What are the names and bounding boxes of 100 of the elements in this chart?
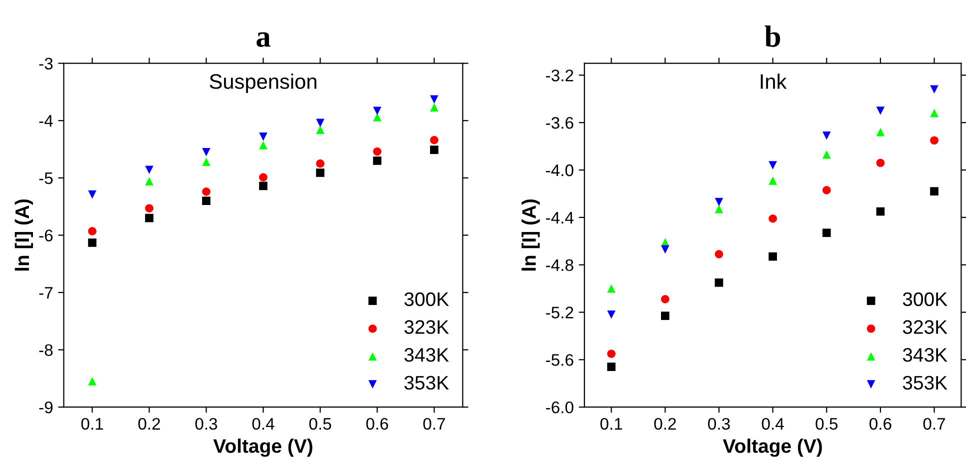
point xyxy=(202,196,210,205)
x-tick-label: 0.3 xyxy=(195,418,218,430)
x-tick-label: 0.7 xyxy=(923,418,946,430)
point xyxy=(768,161,777,170)
point xyxy=(373,147,382,156)
y-axis-title: ln [I] (A) xyxy=(14,199,33,271)
point xyxy=(88,227,96,236)
y-tick-label: -3 xyxy=(39,58,53,70)
point xyxy=(430,146,438,154)
x-tick-label: 0.1 xyxy=(600,418,622,430)
x-tick-label: 0.1 xyxy=(81,418,104,430)
y-tick-label: -5.6 xyxy=(546,354,574,366)
point xyxy=(430,136,438,144)
point xyxy=(202,187,210,196)
chart-title: a xyxy=(256,32,270,47)
point xyxy=(660,312,670,320)
point xyxy=(714,204,724,214)
legend-label: 300K xyxy=(404,292,449,306)
y-tick-label: -8 xyxy=(39,344,53,356)
x-tick-label: 0.3 xyxy=(708,418,730,430)
point xyxy=(876,158,885,168)
point xyxy=(259,132,268,141)
y-tick-label: -7 xyxy=(39,287,53,299)
legend-label: 353K xyxy=(404,376,449,390)
legend-label: 343K xyxy=(902,348,948,362)
point xyxy=(876,106,885,115)
point xyxy=(660,295,670,304)
legend-label: 353K xyxy=(902,376,948,390)
point xyxy=(930,187,938,196)
point xyxy=(430,95,438,104)
point xyxy=(373,156,382,165)
y-tick-label: -6.0 xyxy=(546,401,574,414)
point xyxy=(259,141,268,150)
y-tick-label: -3.6 xyxy=(546,116,574,129)
point xyxy=(145,177,154,186)
y-tick-label: -4.4 xyxy=(546,212,574,224)
y-tick-label: -5.2 xyxy=(546,306,574,318)
point xyxy=(607,284,616,293)
point xyxy=(607,362,616,371)
point xyxy=(768,252,777,261)
point xyxy=(822,228,831,237)
point xyxy=(876,128,885,136)
y-tick-label: -9 xyxy=(39,401,53,414)
point xyxy=(607,310,616,319)
y-tick-label: -5 xyxy=(39,172,53,184)
annotation: Suspension xyxy=(210,74,316,94)
x-axis-title: Voltage (V) xyxy=(722,438,822,457)
point xyxy=(876,207,885,216)
y-tick-label: -4.0 xyxy=(546,164,574,176)
point xyxy=(259,173,268,182)
legend-label: 343K xyxy=(404,348,449,362)
point xyxy=(316,118,324,128)
point xyxy=(607,350,616,358)
chart-title: b xyxy=(764,25,780,47)
point xyxy=(660,245,670,254)
x-tick-label: 0.5 xyxy=(309,418,332,430)
point xyxy=(714,250,724,258)
annotation: Ink xyxy=(760,74,787,89)
x-tick-label: 0.7 xyxy=(423,418,445,430)
point xyxy=(714,278,724,287)
point xyxy=(259,182,268,190)
x-tick-label: 0.2 xyxy=(138,418,160,430)
point xyxy=(145,166,154,174)
legend-label: 300K xyxy=(902,292,948,306)
point xyxy=(145,204,154,212)
y-tick-label: -6 xyxy=(39,230,53,242)
x-tick-label: 0.6 xyxy=(870,418,892,430)
y-tick-label: -4 xyxy=(39,115,53,127)
point xyxy=(822,186,831,194)
point xyxy=(88,377,96,386)
x-axis-title: Voltage (V) xyxy=(213,438,312,457)
point xyxy=(373,113,382,122)
point xyxy=(202,158,210,166)
legend-label: 323K xyxy=(902,320,948,334)
point xyxy=(88,190,96,199)
point xyxy=(930,136,938,145)
point xyxy=(714,198,724,206)
point xyxy=(88,238,96,247)
point xyxy=(202,148,210,156)
x-tick-label: 0.6 xyxy=(366,418,388,430)
x-tick-label: 0.2 xyxy=(654,418,676,430)
point xyxy=(145,214,154,222)
point xyxy=(822,131,831,140)
point xyxy=(930,85,938,94)
y-tick-label: -3.2 xyxy=(546,70,574,82)
y-axis-title: ln [I] (A) xyxy=(522,199,540,271)
point xyxy=(373,106,382,116)
point xyxy=(430,103,438,112)
legend-label: 323K xyxy=(404,320,449,334)
point xyxy=(316,168,324,177)
x-tick-label: 0.5 xyxy=(816,418,838,430)
point xyxy=(768,214,777,223)
point xyxy=(316,159,324,168)
y-tick-label: -4.8 xyxy=(546,259,574,272)
point xyxy=(316,126,324,134)
point xyxy=(768,176,777,185)
point xyxy=(930,108,938,118)
x-tick-label: 0.4 xyxy=(252,418,274,430)
point xyxy=(822,150,831,159)
x-tick-label: 0.4 xyxy=(762,418,784,430)
